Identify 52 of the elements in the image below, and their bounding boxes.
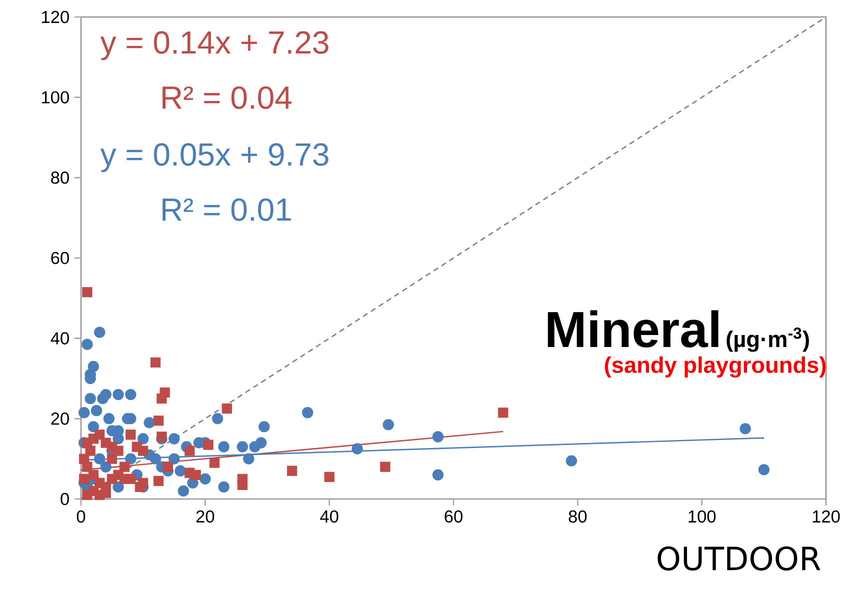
point <box>132 442 142 452</box>
point <box>156 432 167 442</box>
y-tick-label: 120 <box>42 10 69 24</box>
y-tick-label: 0 <box>60 492 69 506</box>
point <box>106 454 118 464</box>
point <box>237 480 248 490</box>
point <box>190 470 201 480</box>
point <box>498 408 508 418</box>
point <box>154 416 164 426</box>
point <box>82 462 92 472</box>
point <box>287 466 298 476</box>
point <box>82 490 92 500</box>
x-axis-title: OUTDOOR <box>658 546 820 571</box>
x-tick-label: 80 <box>568 510 587 523</box>
point <box>162 462 173 472</box>
y-tick-label: 60 <box>51 252 69 264</box>
x-tick-label: 60 <box>444 510 462 523</box>
point <box>184 446 195 456</box>
point <box>113 446 124 456</box>
y-tick-label: 40 <box>50 332 69 344</box>
point <box>119 462 130 472</box>
point <box>150 357 161 368</box>
x-tick-label: 40 <box>320 510 338 523</box>
point <box>156 394 167 404</box>
y-tick-label: 20 <box>51 412 69 425</box>
y-tick-label: 80 <box>51 172 69 184</box>
point <box>222 404 232 414</box>
x-tick-label: 100 <box>688 510 716 523</box>
point <box>154 476 164 486</box>
point <box>82 287 92 298</box>
annotation: (sandy playgrounds) <box>604 356 826 378</box>
y-tick-label: 100 <box>42 91 69 104</box>
text: Mineral <box>548 310 718 348</box>
x-tick-label: 0 <box>76 510 86 523</box>
annotation: R² = 0.04 <box>162 86 292 109</box>
text: (µg·m$^{-3}$) <box>726 328 809 352</box>
point <box>380 462 390 472</box>
annotation: y = 0.14x + 7.23 <box>100 31 328 60</box>
annotation: y = 0.05x + 9.73 <box>100 143 328 172</box>
point <box>100 488 111 498</box>
point <box>126 430 136 440</box>
point <box>119 474 130 484</box>
point <box>79 474 90 484</box>
x-tick-label: 120 <box>812 510 840 523</box>
point <box>203 440 214 450</box>
x-tick-label: 20 <box>196 510 214 523</box>
point <box>85 446 96 456</box>
point <box>134 482 146 492</box>
annotation: R² = 0.01 <box>162 198 291 221</box>
point <box>324 472 334 482</box>
point <box>94 430 105 440</box>
point <box>209 458 220 468</box>
